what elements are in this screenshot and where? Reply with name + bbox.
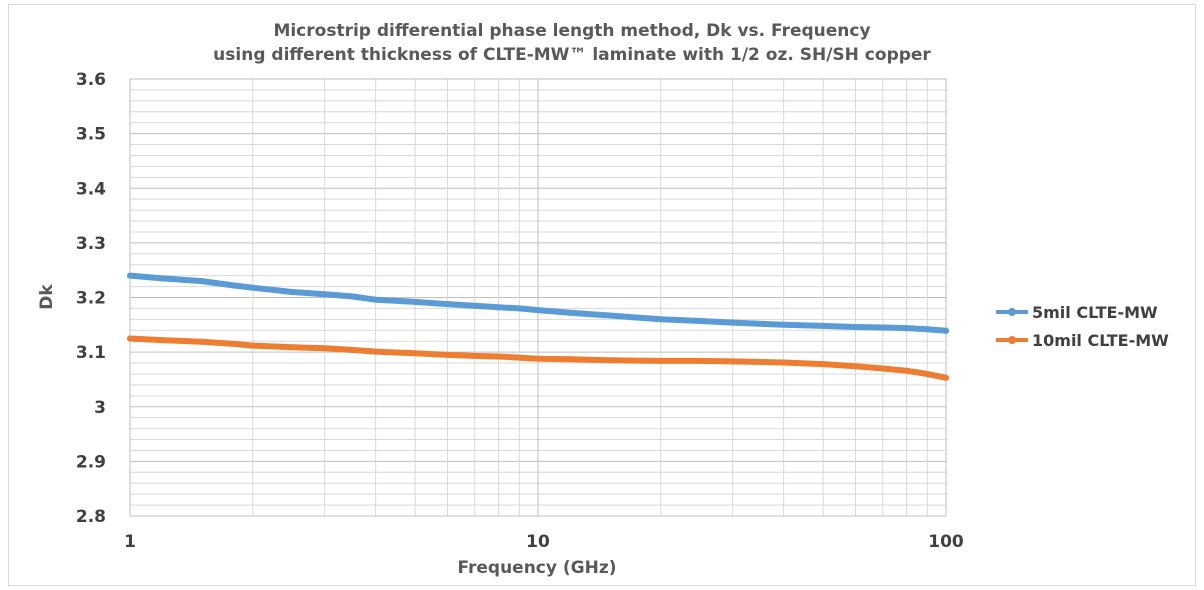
y-tick-label: 2.9 bbox=[76, 452, 106, 472]
chart-title-line-1: Microstrip differential phase length met… bbox=[273, 21, 870, 41]
data-point bbox=[321, 345, 328, 352]
data-point bbox=[372, 348, 379, 355]
y-axis-tick-labels: 2.8 2.9 3 3.1 3.2 3.3 3.4 3.5 3.6 bbox=[76, 70, 106, 527]
data-point bbox=[903, 325, 910, 332]
grid bbox=[129, 78, 947, 517]
data-point bbox=[444, 301, 451, 308]
data-point bbox=[495, 353, 502, 360]
data-point bbox=[231, 282, 238, 289]
data-point bbox=[535, 307, 541, 314]
plot-series bbox=[127, 272, 949, 381]
data-point bbox=[471, 352, 478, 359]
data-point bbox=[159, 275, 166, 282]
data-point bbox=[516, 354, 523, 361]
y-tick-label: 3.5 bbox=[76, 125, 106, 145]
legend-label-5mil: 5mil CLTE-MW bbox=[1032, 303, 1158, 322]
chart-title: Microstrip differential phase length met… bbox=[213, 21, 931, 65]
data-point bbox=[903, 367, 910, 374]
data-point bbox=[729, 358, 736, 365]
data-point bbox=[444, 351, 451, 358]
chart-title-line-2: using different thickness of CLTE-MW™ la… bbox=[213, 45, 931, 65]
plot-area-border bbox=[129, 78, 947, 517]
data-point bbox=[231, 340, 238, 347]
y-tick-label: 2.8 bbox=[76, 507, 106, 527]
y-tick-label: 3.2 bbox=[76, 289, 106, 309]
data-point bbox=[348, 293, 355, 300]
data-point bbox=[321, 291, 328, 298]
legend-marker-5mil bbox=[1008, 308, 1016, 316]
data-point bbox=[412, 350, 419, 357]
data-point bbox=[820, 361, 827, 368]
data-point bbox=[127, 272, 133, 279]
data-point bbox=[535, 355, 541, 362]
data-point bbox=[249, 342, 256, 349]
x-tick-label: 1 bbox=[124, 532, 136, 552]
data-point bbox=[879, 365, 886, 372]
y-tick-label: 3.3 bbox=[76, 234, 106, 254]
data-point bbox=[127, 335, 133, 342]
data-point bbox=[879, 324, 886, 331]
data-point bbox=[249, 284, 256, 291]
data-point bbox=[820, 322, 827, 329]
y-tick-label: 3 bbox=[94, 398, 106, 418]
y-tick-label: 3.1 bbox=[76, 343, 106, 363]
data-point bbox=[567, 309, 574, 316]
x-tick-label: 10 bbox=[526, 532, 550, 552]
legend: 5mil CLTE-MW 10mil CLTE-MW bbox=[996, 303, 1169, 350]
x-tick-label: 100 bbox=[928, 532, 964, 552]
data-point bbox=[606, 312, 613, 319]
data-point bbox=[198, 338, 205, 345]
data-point bbox=[412, 298, 419, 305]
data-point bbox=[159, 337, 166, 344]
data-point bbox=[567, 356, 574, 363]
data-point bbox=[697, 317, 704, 324]
data-point bbox=[657, 316, 664, 323]
y-axis-title: Dk bbox=[37, 284, 57, 310]
data-point bbox=[516, 305, 523, 312]
data-point bbox=[289, 289, 296, 296]
data-point bbox=[606, 357, 613, 364]
y-tick-label: 3.4 bbox=[76, 179, 106, 199]
data-point bbox=[924, 326, 931, 333]
legend-marker-10mil bbox=[1008, 336, 1016, 344]
data-point bbox=[729, 319, 736, 326]
data-point bbox=[780, 359, 787, 366]
data-point bbox=[943, 374, 949, 381]
x-axis-tick-labels: 1 10 100 bbox=[124, 532, 964, 552]
data-point bbox=[289, 344, 296, 351]
data-point bbox=[697, 357, 704, 364]
data-point bbox=[780, 321, 787, 328]
data-point bbox=[943, 327, 949, 334]
data-point bbox=[852, 323, 859, 330]
data-point bbox=[471, 302, 478, 309]
data-point bbox=[852, 363, 859, 370]
data-point bbox=[348, 346, 355, 353]
data-point bbox=[924, 370, 931, 377]
legend-label-10mil: 10mil CLTE-MW bbox=[1032, 331, 1169, 350]
data-point bbox=[495, 304, 502, 311]
data-point bbox=[657, 357, 664, 364]
y-tick-label: 3.6 bbox=[76, 70, 106, 90]
x-axis-title: Frequency (GHz) bbox=[457, 558, 616, 578]
data-point bbox=[372, 296, 379, 303]
data-point bbox=[198, 278, 205, 285]
